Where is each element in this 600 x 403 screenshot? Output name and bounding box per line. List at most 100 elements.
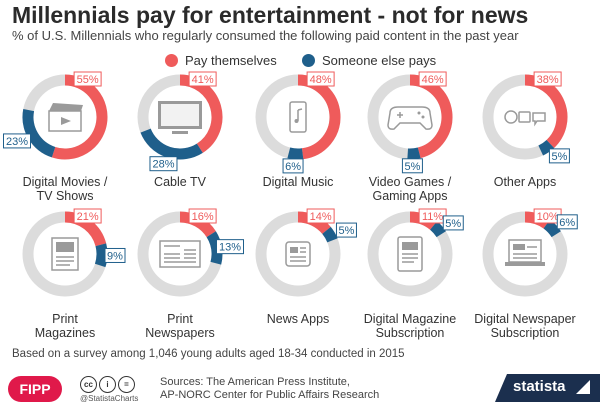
value-label-pay-themselves: 55% <box>77 74 99 86</box>
donut-slice-pay-themselves <box>524 74 568 148</box>
chart-subtitle: % of U.S. Millennials who regularly cons… <box>12 28 519 43</box>
value-label-someone-else: 9% <box>107 250 123 262</box>
donut-cell: 11% 5% Digital Magazine Subscription <box>350 208 470 352</box>
chart-title: Millennials pay for entertainment - not … <box>12 2 529 28</box>
sources: Sources: The American Press Institute, A… <box>160 376 380 401</box>
magazine-icon <box>51 237 79 271</box>
no-derivatives-icon: = <box>118 376 135 393</box>
value-label-someone-else-box <box>149 156 178 172</box>
footnote: Based on a survey among 1,046 young adul… <box>12 348 405 360</box>
value-label-someone-else-box <box>282 158 304 174</box>
donut-chart: 16% 13% <box>137 208 244 297</box>
news-app-icon <box>285 241 311 267</box>
value-label-someone-else-box <box>104 247 126 263</box>
laptop-news-icon <box>505 239 545 266</box>
value-label-pay-themselves: 38% <box>537 74 559 86</box>
donut-slice-someone-else <box>429 221 446 238</box>
legend-swatch-self <box>165 54 178 67</box>
donut-slice-someone-else <box>543 219 561 238</box>
donut-chart: 41% 28% <box>137 71 223 172</box>
value-label-someone-else-box <box>216 239 244 255</box>
value-label-someone-else: 28% <box>152 159 174 171</box>
category-label: Print Newspapers <box>145 312 215 340</box>
value-label-someone-else-box <box>548 148 570 164</box>
category-label: Digital Music <box>262 175 334 189</box>
value-label-pay-themselves: 16% <box>192 211 214 223</box>
donut-cell: 21% 9% Print Magazines <box>5 208 126 352</box>
legend-swatch-else <box>302 54 315 67</box>
donut-slice-someone-else <box>287 147 304 160</box>
smartphone-icon <box>289 101 307 133</box>
value-label-someone-else-box <box>335 222 357 238</box>
donut-chart: 38% 5% <box>482 71 570 164</box>
value-label-pay-themselves: 11% <box>422 211 443 223</box>
legend-item-self: Pay themselves <box>165 53 277 68</box>
value-label-pay-themselves-box <box>306 208 335 224</box>
donut-slice-someone-else <box>322 226 338 243</box>
value-label-pay-themselves-box <box>188 208 217 224</box>
donut-cell: 14% 5% News Apps <box>238 208 358 352</box>
category-label: Digital Newspaper Subscription <box>474 312 576 340</box>
donut-chart: 14% 5% <box>255 208 357 297</box>
apps-icon <box>504 110 546 127</box>
tv-icon <box>158 101 202 134</box>
donut-slice-pay-themselves <box>51 74 108 160</box>
donut-slice-someone-else <box>22 109 56 158</box>
donut-slice-someone-else <box>407 147 421 160</box>
value-label-pay-themselves-box <box>418 71 447 87</box>
value-label-pay-themselves-box <box>73 208 102 224</box>
statista-handle: @StatistaCharts <box>80 394 139 403</box>
clapperboard-icon <box>48 103 83 132</box>
category-label: Print Magazines <box>34 312 96 340</box>
value-label-someone-else: 5% <box>551 151 567 163</box>
donut-slice-pay-themselves <box>297 74 341 160</box>
newspaper-icon <box>159 240 201 268</box>
donut-cell: 46% 5% Video Games / Gaming Apps <box>350 71 470 215</box>
value-label-pay-themselves-box <box>533 71 562 87</box>
value-label-someone-else-box <box>556 214 578 230</box>
legend: Pay themselves Someone else pays <box>0 53 600 71</box>
category-label: Video Games / Gaming Apps <box>368 175 452 203</box>
donut-chart: 46% 5% <box>367 71 453 174</box>
donut-slice-pay-themselves <box>409 74 453 159</box>
statista-logo: statista <box>495 374 600 402</box>
value-label-someone-else-box <box>3 133 31 149</box>
value-label-pay-themselves: 48% <box>310 74 332 86</box>
donut-cell: 16% 13% Print Newspapers <box>120 208 244 352</box>
donut-chart: 55% 23% <box>3 71 108 160</box>
donut-slice-pay-themselves <box>64 211 107 247</box>
legend-label-self: Pay themselves <box>185 53 277 68</box>
donut-chart: 21% 9% <box>22 208 126 297</box>
donut-cell: 55% 23% Digital Movies / TV Shows <box>3 71 125 215</box>
donut-cell: 41% 28% Cable TV <box>120 71 240 215</box>
value-label-someone-else: 5% <box>404 161 420 173</box>
donut-cell: 10% 6% Digital Newspaper Subscription <box>465 208 585 352</box>
value-label-pay-themselves: 14% <box>310 211 332 223</box>
cc-icon: cc <box>80 376 97 393</box>
attribution-icon: i <box>99 376 116 393</box>
value-label-pay-themselves-box <box>306 71 335 87</box>
donut-slice-someone-else <box>538 139 555 156</box>
tablet-icon <box>397 236 423 272</box>
gamepad-icon <box>387 106 433 130</box>
legend-label-else: Someone else pays <box>322 53 437 68</box>
legend-item-else: Someone else pays <box>302 53 436 68</box>
value-label-someone-else: 13% <box>219 242 241 254</box>
value-label-pay-themselves: 21% <box>77 211 99 223</box>
value-label-someone-else-box <box>401 158 423 174</box>
donut-chart: 11%5% <box>367 208 464 297</box>
donut-cell: 48% 6% Digital Music <box>238 71 358 215</box>
category-label: Other Apps <box>493 175 557 189</box>
value-label-someone-else: 6% <box>559 217 575 229</box>
donut-slice-someone-else <box>140 128 203 160</box>
category-label: Digital Movies / TV Shows <box>22 175 108 203</box>
statista-mark-icon <box>576 380 590 394</box>
category-label: Digital Magazine Subscription <box>363 312 457 340</box>
value-label-pay-themselves-box <box>73 71 102 87</box>
value-label-someone-else: 6% <box>285 161 301 173</box>
donut-slice-someone-else <box>94 243 108 268</box>
donut-cell: 38% 5% Other Apps <box>465 71 585 215</box>
value-label-pay-themselves: 41% <box>192 74 214 86</box>
value-label-someone-else: 23% <box>6 136 28 148</box>
value-label-someone-else: 5% <box>445 218 461 230</box>
